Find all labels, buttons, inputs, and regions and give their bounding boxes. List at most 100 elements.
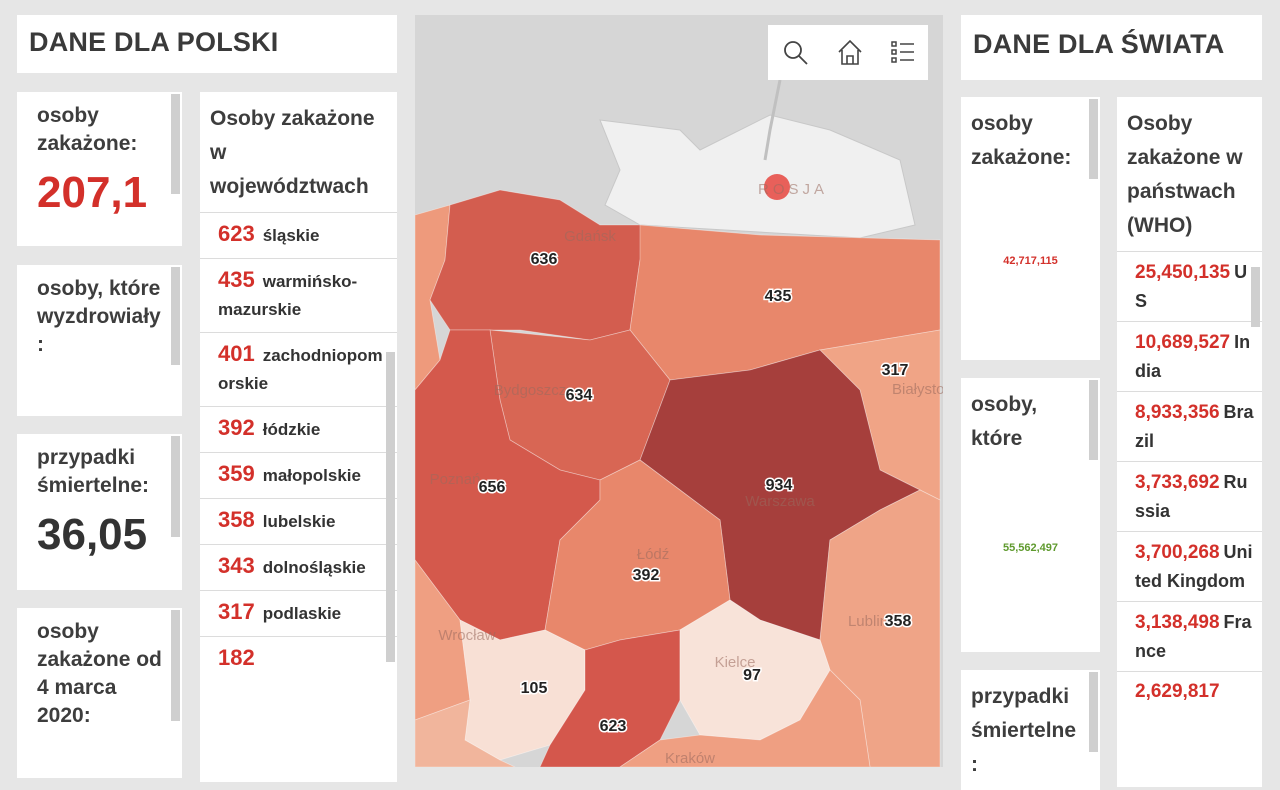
scrollbar[interactable] <box>171 610 180 721</box>
card-label: osoby zakażone od 4 marca 2020: <box>37 620 162 727</box>
search-button[interactable] <box>784 41 808 65</box>
world-list: Osoby zakażone w państwach (WHO) 25,450,… <box>1117 97 1262 787</box>
scrollbar[interactable] <box>171 267 180 365</box>
place-name: Łódź <box>637 546 670 563</box>
scrollbar[interactable] <box>1251 267 1260 327</box>
item-name: United Kingdom <box>1135 542 1253 591</box>
card-label: osoby, które wyzdrowiały: <box>37 277 161 356</box>
place-name: Lublin <box>848 613 888 630</box>
page: Dashboard {"poland": {"title": "DANE DLA… <box>17 15 1262 790</box>
list-item[interactable]: 317 podlaskie <box>200 590 397 636</box>
region-value: 656 <box>479 479 506 496</box>
list-item[interactable]: 343 dolnośląskie <box>200 544 397 590</box>
world-title: DANE DLA ŚWIATA <box>973 29 1225 59</box>
list-item[interactable]: 359 małopolskie <box>200 452 397 498</box>
item-name: US <box>1135 262 1248 311</box>
stat-card: osoby, które wyzdrowiały: <box>17 265 182 416</box>
item-name: lubelskie <box>262 512 336 531</box>
place-name: Warszawa <box>745 493 815 510</box>
world-list-items: 25,450,135 US 10,689,527 India 8,933,356 Braz… <box>1117 251 1262 712</box>
list-item[interactable]: 3,138,498 France <box>1117 601 1262 671</box>
toolbar <box>768 25 928 80</box>
item-value: 2,629,817 <box>1135 681 1220 702</box>
scrollbar[interactable] <box>386 352 395 662</box>
scrollbar[interactable] <box>171 94 180 194</box>
place-name: Poznań <box>430 471 481 488</box>
list-item[interactable]: 3,700,268 United Kingdom <box>1117 531 1262 601</box>
map-labels: ROSJA Gdańsk Bydgoszcz Poznań Warszawa Łódź Wr… <box>430 181 943 767</box>
card-label: osoby zakażone: <box>37 104 138 155</box>
list-item[interactable]: 10,689,527 India <box>1117 321 1262 391</box>
place-name: Kraków <box>665 750 715 767</box>
region-value: 392 <box>633 567 660 584</box>
place-name: ROSJA <box>758 181 828 198</box>
marker[interactable] <box>764 174 790 200</box>
scrollbar[interactable] <box>1089 99 1098 179</box>
stat-card: osoby zakażone: 42,717,115 <box>961 97 1100 360</box>
stat-card: osoby zakażone od 4 marca 2020: <box>17 608 182 778</box>
item-value: 317 <box>218 599 255 624</box>
regions <box>415 189 941 767</box>
card-label: przypadki śmiertelne: <box>37 446 150 497</box>
home-button[interactable] <box>838 39 862 65</box>
region-value: 934 <box>766 477 793 494</box>
item-value: 3,138,498 <box>1135 612 1220 633</box>
item-name: śląskie <box>262 226 320 245</box>
spit <box>763 79 782 161</box>
region-value: 317 <box>882 362 909 379</box>
map[interactable]: ROSJA Gdańsk Bydgoszcz Poznań Warszawa Łódź Wr… <box>415 15 943 767</box>
item-value: 10,689,527 <box>1135 332 1231 353</box>
world-header: DANE DLA ŚWIATA <box>961 15 1262 80</box>
card-label: osoby, które <box>971 393 1038 450</box>
item-name: Russia <box>1135 472 1248 521</box>
region-value: 634 <box>566 387 593 404</box>
item-value: 359 <box>218 461 255 486</box>
scrollbar[interactable] <box>1089 672 1098 752</box>
land-russia <box>599 114 916 239</box>
poland-list-items: 623 śląskie 435 warmińsko-mazurskie 401 zacho… <box>200 212 397 679</box>
list-item[interactable]: 3,733,692 Russia <box>1117 461 1262 531</box>
item-name: zachodniopomorskie <box>218 346 383 393</box>
list-item[interactable]: 623 śląskie <box>200 212 397 258</box>
item-name: podlaskie <box>262 604 342 623</box>
list-item[interactable]: 435 warmińsko-mazurskie <box>200 258 397 332</box>
region-value: 97 <box>743 667 761 684</box>
stat-card: przypadki śmiertelne: 36,05 <box>17 434 182 590</box>
region[interactable] <box>619 669 871 767</box>
poland-header: DANE DLA POLSKI <box>17 15 397 73</box>
card-value: 36,05 <box>37 510 148 559</box>
list-item[interactable]: 2,629,817 <box>1117 671 1262 712</box>
place-name: Gdańsk <box>564 228 616 245</box>
place-name: Kielce <box>715 654 756 671</box>
list-item[interactable]: 358 lubelskie <box>200 498 397 544</box>
region-value: 623 <box>600 718 627 735</box>
item-value: 392 <box>218 415 255 440</box>
item-value: 358 <box>218 507 255 532</box>
list-item[interactable]: 25,450,135 US <box>1117 251 1262 321</box>
region[interactable] <box>415 699 516 767</box>
legend-button[interactable] <box>891 41 914 63</box>
item-value: 3,700,268 <box>1135 542 1220 563</box>
list-item[interactable]: 182 <box>200 636 397 679</box>
stat-card: przypadki śmiertelne: <box>961 670 1100 790</box>
scrollbar[interactable] <box>1089 380 1098 460</box>
card-value: 207,1 <box>37 168 148 217</box>
item-name: Brazil <box>1135 402 1254 451</box>
item-value: 25,450,135 <box>1135 262 1231 283</box>
item-value: 182 <box>218 645 255 670</box>
stat-card: osoby zakażone: 207,1 <box>17 92 182 246</box>
region-value: 636 <box>531 251 558 268</box>
dashboard: DANE DLA POLSKI osoby zakażone: 207,1 osob… <box>17 15 1262 790</box>
card-label: przypadki śmiertelne: <box>971 685 1077 776</box>
place-name: Białystok <box>892 381 943 398</box>
place-name: Bydgoszcz <box>494 382 567 399</box>
list-item[interactable]: 8,933,356 Brazil <box>1117 391 1262 461</box>
item-value: 435 <box>218 267 255 292</box>
item-name: warmińsko-mazurskie <box>218 272 358 319</box>
card-value: 55,562,497 <box>1002 542 1059 554</box>
list-item[interactable]: 392 łódzkie <box>200 406 397 452</box>
item-value: 343 <box>218 553 255 578</box>
list-item[interactable]: 401 zachodniopomorskie <box>200 332 397 406</box>
stat-card: osoby, które 55,562,497 <box>961 378 1100 652</box>
scrollbar[interactable] <box>171 436 180 537</box>
